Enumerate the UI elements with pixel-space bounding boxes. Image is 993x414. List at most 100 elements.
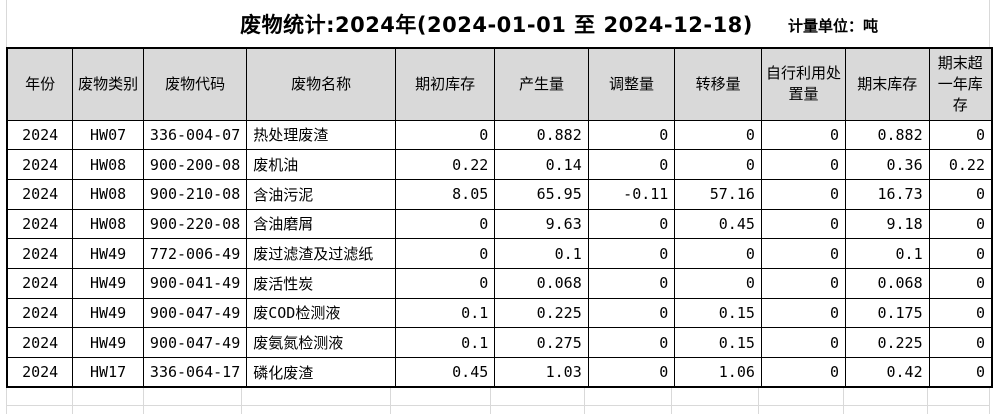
cell-waste-category: HW07 <box>72 119 144 151</box>
table-row: 2024 HW49 900-041-49 废活性炭 0 0.068 0 0 0 … <box>6 267 993 299</box>
cell-year: 2024 <box>6 149 74 180</box>
table-row: 2024 HW17 336-064-17 磷化废渣 0.45 1.03 0 1.… <box>6 357 993 388</box>
cell-over-one-year: 0 <box>928 119 993 151</box>
cell-over-one-year: 0 <box>928 178 993 210</box>
cell-adjustment-amount: 0 <box>587 297 676 329</box>
table-header-row: 年份 废物类别 废物代码 废物名称 期初库存 产生量 调整量 转移量 自行利用处… <box>6 47 993 121</box>
cell-self-disposal: 0 <box>760 357 847 388</box>
report-title: 废物统计:2024年(2024-01-01 至 2024-12-18) <box>240 13 753 37</box>
cell-opening-stock: 0 <box>394 208 496 240</box>
cell-year: 2024 <box>6 119 74 151</box>
table-row: 2024 HW08 900-200-08 废机油 0.22 0.14 0 0 0… <box>6 149 993 180</box>
ghost-gridline-vertical <box>6 388 7 414</box>
cell-over-one-year: 0 <box>928 238 993 269</box>
cell-generated-amount: 1.03 <box>494 357 589 388</box>
cell-closing-stock: 0.882 <box>845 119 930 151</box>
table-row: 2024 HW49 900-047-49 废COD检测液 0.1 0.225 0… <box>6 297 993 329</box>
cell-waste-code: 772-006-49 <box>142 238 248 269</box>
cell-closing-stock: 0.225 <box>845 327 930 358</box>
cell-self-disposal: 0 <box>760 208 847 240</box>
cell-waste-code: 336-004-07 <box>142 119 248 151</box>
ghost-gridline-vertical <box>390 388 391 414</box>
cell-self-disposal: 0 <box>760 267 847 299</box>
ghost-gridline-vertical <box>490 388 491 414</box>
cell-over-one-year: 0.22 <box>928 149 993 180</box>
cell-transfer-amount: 0 <box>674 149 762 180</box>
cell-transfer-amount: 0.45 <box>674 208 762 240</box>
col-header-closing-stock: 期末库存 <box>845 47 930 121</box>
ghost-gridline-vertical <box>72 388 73 414</box>
cell-generated-amount: 0.225 <box>494 297 589 329</box>
gridline-stub-right <box>989 0 990 47</box>
cell-year: 2024 <box>6 208 74 240</box>
cell-opening-stock: 0.1 <box>394 327 496 358</box>
table-row: 2024 HW08 900-210-08 含油污泥 8.05 65.95 -0.… <box>6 178 993 210</box>
cell-generated-amount: 0.1 <box>494 238 589 269</box>
col-header-waste-category: 废物类别 <box>72 47 144 121</box>
cell-generated-amount: 9.63 <box>494 208 589 240</box>
cell-over-one-year: 0 <box>928 267 993 299</box>
cell-adjustment-amount: 0 <box>587 267 676 299</box>
cell-closing-stock: 9.18 <box>845 208 930 240</box>
cell-generated-amount: 65.95 <box>494 178 589 210</box>
cell-transfer-amount: 1.06 <box>674 357 762 388</box>
cell-waste-category: HW08 <box>72 178 144 210</box>
cell-waste-name: 废COD检测液 <box>246 297 396 329</box>
cell-waste-category: HW49 <box>72 297 144 329</box>
cell-transfer-amount: 0.15 <box>674 297 762 329</box>
cell-transfer-amount: 57.16 <box>674 178 762 210</box>
cell-transfer-amount: 0 <box>674 267 762 299</box>
cell-closing-stock: 0.36 <box>845 149 930 180</box>
cell-adjustment-amount: 0 <box>587 208 676 240</box>
cell-self-disposal: 0 <box>760 238 847 269</box>
cell-opening-stock: 8.05 <box>394 178 496 210</box>
cell-waste-name: 废活性炭 <box>246 267 396 299</box>
cell-over-one-year: 0 <box>928 357 993 388</box>
cell-generated-amount: 0.275 <box>494 327 589 358</box>
ghost-gridline-vertical <box>758 388 759 414</box>
cell-over-one-year: 0 <box>928 327 993 358</box>
cell-self-disposal: 0 <box>760 297 847 329</box>
table-row: 2024 HW08 900-220-08 含油磨屑 0 9.63 0 0.45 … <box>6 208 993 240</box>
cell-opening-stock: 0.45 <box>394 357 496 388</box>
col-header-over-one-year: 期末超一年库存 <box>928 47 993 121</box>
cell-waste-name: 废过滤渣及过滤纸 <box>246 238 396 269</box>
cell-over-one-year: 0 <box>928 208 993 240</box>
cell-opening-stock: 0 <box>394 267 496 299</box>
cell-adjustment-amount: -0.11 <box>587 178 676 210</box>
cell-closing-stock: 0.1 <box>845 238 930 269</box>
cell-waste-code: 900-220-08 <box>142 208 248 240</box>
cell-waste-name: 热处理废渣 <box>246 119 396 151</box>
cell-waste-name: 含油污泥 <box>246 178 396 210</box>
col-header-year: 年份 <box>6 47 74 121</box>
cell-closing-stock: 16.73 <box>845 178 930 210</box>
col-header-waste-name: 废物名称 <box>246 47 396 121</box>
cell-transfer-amount: 0.15 <box>674 327 762 358</box>
cell-closing-stock: 0.42 <box>845 357 930 388</box>
col-header-generated-amount: 产生量 <box>494 47 589 121</box>
ghost-gridline-vertical <box>241 388 242 414</box>
ghost-gridline-vertical <box>843 388 844 414</box>
cell-year: 2024 <box>6 327 74 358</box>
cell-year: 2024 <box>6 357 74 388</box>
gridline-stub-left <box>6 0 7 47</box>
cell-self-disposal: 0 <box>760 149 847 180</box>
cell-opening-stock: 0 <box>394 238 496 269</box>
ghost-gridline-vertical <box>143 388 144 414</box>
cell-waste-code: 900-041-49 <box>142 267 248 299</box>
cell-waste-name: 含油磨屑 <box>246 208 396 240</box>
cell-waste-code: 900-047-49 <box>142 297 248 329</box>
cell-transfer-amount: 0 <box>674 119 762 151</box>
cell-year: 2024 <box>6 267 74 299</box>
cell-waste-name: 废机油 <box>246 149 396 180</box>
col-header-waste-code: 废物代码 <box>142 47 248 121</box>
cell-self-disposal: 0 <box>760 178 847 210</box>
ghost-gridline-vertical <box>927 388 928 414</box>
col-header-adjustment-amount: 调整量 <box>587 47 676 121</box>
cell-waste-code: 900-200-08 <box>142 149 248 180</box>
cell-year: 2024 <box>6 238 74 269</box>
table-body: 2024 HW07 336-004-07 热处理废渣 0 0.882 0 0 0… <box>6 119 993 388</box>
ghost-gridline-vertical <box>584 388 585 414</box>
ghost-gridline-horizontal <box>6 405 990 406</box>
